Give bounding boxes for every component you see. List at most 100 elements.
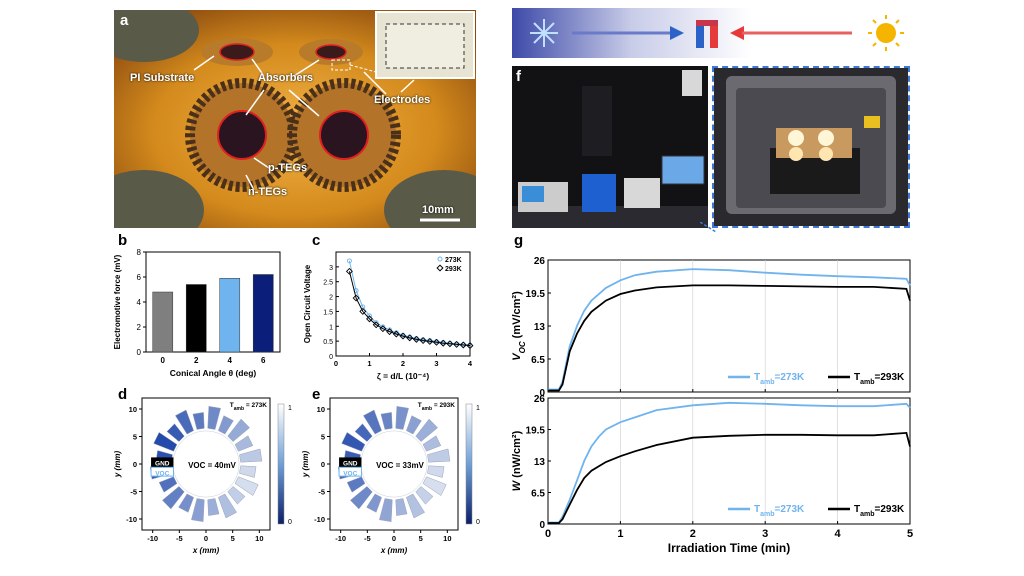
- b-bar: [185, 284, 207, 353]
- label-p-tegs: p-TEGs: [268, 162, 308, 174]
- map-teg-leg: [227, 486, 246, 505]
- panel-f-chamber-photo: [712, 66, 910, 228]
- b-bar: [252, 274, 274, 353]
- map-teg-leg: [395, 406, 409, 430]
- c-ytick-label: 3: [329, 265, 333, 272]
- map-ytick-label: -5: [130, 488, 137, 497]
- map-teg-leg: [192, 412, 205, 430]
- panel-d-letter: d: [118, 386, 128, 403]
- g-series-line: [548, 268, 911, 391]
- map-ytick-label: 0: [133, 460, 137, 469]
- g-legend-label: Tamb=293K: [854, 504, 905, 518]
- g-series-line: [548, 284, 911, 392]
- g-ytick-label: 26: [534, 256, 546, 267]
- map-xlabel: x (mm): [380, 546, 408, 555]
- map-teg-leg: [178, 493, 194, 513]
- map-teg-leg: [363, 409, 382, 435]
- c-xtick-label: 3: [434, 359, 438, 368]
- c-series-line-293K: [348, 271, 471, 347]
- c-ytick-label: 1.5: [323, 309, 333, 316]
- map-xtick-label: 5: [419, 534, 423, 543]
- map-teg-leg: [354, 423, 373, 442]
- scale-bar-label: 10mm: [422, 204, 454, 216]
- map-teg-leg: [218, 493, 237, 519]
- snowflake-icon: [530, 19, 558, 47]
- map-voc-value: VOC = 40mV: [188, 461, 236, 470]
- c-xlabel: ζ = d/L (10⁻⁴): [377, 371, 430, 381]
- c-xtick-label: 1: [367, 359, 371, 368]
- map-teg-leg: [422, 476, 447, 496]
- panel-a-photo: [84, 0, 504, 250]
- b-xtick-label: 0: [161, 356, 166, 365]
- map-teg-leg: [207, 406, 221, 430]
- g-xtick-label: 2: [690, 528, 696, 540]
- map-teg-leg: [427, 465, 445, 478]
- map-xtick-label: -5: [364, 534, 371, 543]
- map-teg-leg: [166, 423, 185, 442]
- g-ytick-label: 0: [539, 520, 545, 531]
- c-point-293K: [352, 294, 360, 302]
- c-legend-label: 273K: [445, 257, 462, 264]
- g-series-line: [548, 431, 911, 524]
- b-ytick-label: 2: [137, 323, 142, 332]
- g-xtick-label: 3: [762, 528, 768, 540]
- g-ytick-label: 26: [534, 394, 546, 405]
- map-colorbar: [277, 403, 285, 525]
- map-teg-leg: [191, 498, 205, 522]
- map-teg-leg: [234, 435, 254, 452]
- map-teg-leg: [379, 498, 393, 522]
- c-xtick-label: 2: [401, 359, 405, 368]
- c-legend-label: 293K: [445, 266, 462, 273]
- map-xtick-label: -10: [335, 534, 346, 543]
- g-ytick-label: 0: [539, 388, 545, 399]
- map-teg-leg: [227, 418, 250, 442]
- c-point-273K: [367, 313, 372, 319]
- chart-c: 0 0.5 1 1.5 2 2.5 3 0 1 2 3 4 273K 293K ζ = d/L (10⁻⁴)…: [303, 251, 474, 381]
- b-ytick-label: 0: [137, 348, 142, 357]
- thermal-banner-svg: [512, 8, 910, 58]
- map-xtick-label: 0: [392, 534, 396, 543]
- map-cbar-max: 1: [476, 405, 480, 412]
- c-point-293K: [433, 338, 440, 346]
- map-ylabel: y (mm): [301, 451, 310, 479]
- c-legend-marker: [437, 256, 443, 262]
- map-cbar-max: 1: [288, 405, 292, 412]
- map-teg-leg: [341, 432, 366, 452]
- panel-c-letter: c: [312, 232, 321, 249]
- label-pi-substrate: PI Substrate: [130, 72, 195, 84]
- map-teg-leg: [162, 486, 185, 510]
- map-colorbar: [465, 403, 473, 525]
- map-teg-leg: [234, 476, 259, 496]
- map-teg-leg: [175, 409, 194, 435]
- map-teg-leg: [350, 486, 373, 510]
- map-teg-leg: [406, 493, 425, 519]
- g-ylabel: W (nW/cm²): [511, 430, 523, 491]
- b-xtick-label: 6: [261, 356, 266, 365]
- g-ylabel: VOC (mV/cm²): [511, 291, 527, 361]
- g-ytick-label: 6.5: [531, 355, 545, 366]
- map-ytick-label: 10: [317, 405, 325, 414]
- b-ylabel: Electromotive force (mV): [113, 254, 122, 349]
- c-point-293K: [412, 335, 420, 343]
- c-xtick-label: 0: [334, 359, 338, 368]
- c-point-293K: [372, 321, 380, 329]
- small-teg-left: [201, 38, 273, 66]
- panel-a-letter: a: [120, 12, 129, 29]
- panel-g-letter: g: [514, 232, 524, 249]
- map-teg-leg: [380, 412, 393, 430]
- c-ytick-label: 1: [329, 324, 333, 331]
- c-ytick-label: 2: [329, 295, 333, 302]
- map-teg-leg: [415, 418, 438, 442]
- c-point-293K: [359, 307, 367, 315]
- map-voc-value: VOC = 33mV: [376, 461, 424, 470]
- c-point-293K: [453, 340, 461, 348]
- map-teg-leg: [153, 432, 178, 452]
- map-gnd-label: GND: [343, 460, 358, 467]
- map-ytick-label: 0: [321, 460, 325, 469]
- map-teg-leg: [366, 493, 382, 513]
- map-ytick-label: -10: [126, 515, 137, 524]
- g-xtick-label: 5: [907, 528, 913, 540]
- panel-e-letter: e: [312, 386, 321, 403]
- label-electrodes: Electrodes: [374, 94, 431, 106]
